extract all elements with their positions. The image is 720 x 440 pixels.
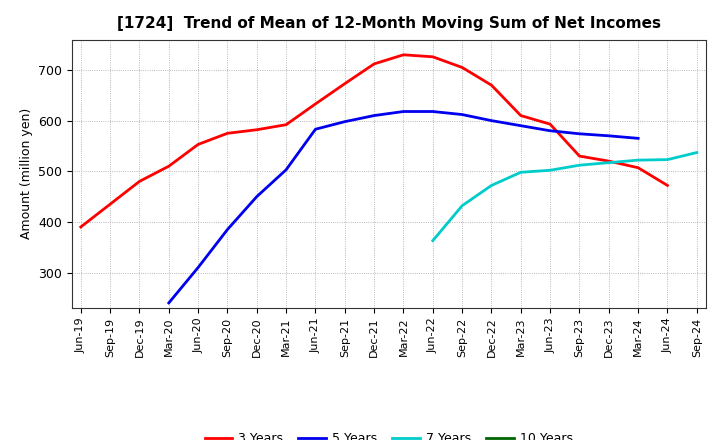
Title: [1724]  Trend of Mean of 12-Month Moving Sum of Net Incomes: [1724] Trend of Mean of 12-Month Moving … bbox=[117, 16, 661, 32]
Legend: 3 Years, 5 Years, 7 Years, 10 Years: 3 Years, 5 Years, 7 Years, 10 Years bbox=[199, 427, 578, 440]
Y-axis label: Amount (million yen): Amount (million yen) bbox=[19, 108, 32, 239]
